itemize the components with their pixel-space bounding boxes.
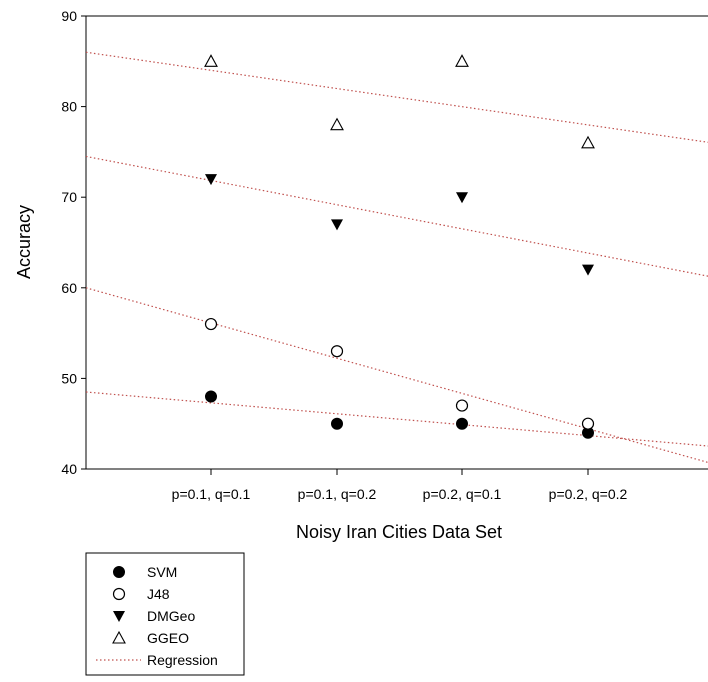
legend-marker-ggeo	[112, 630, 126, 644]
point-svm	[456, 417, 468, 430]
legend-label-svm: SVM	[147, 564, 177, 580]
y-tick-label: 90	[61, 8, 77, 24]
y-axis: 40 50 60 70 80 90	[61, 8, 86, 477]
legend-label-regression: Regression	[147, 652, 218, 668]
y-tick-label: 60	[61, 280, 77, 296]
point-ggeo	[330, 117, 344, 131]
y-tick-label: 50	[61, 370, 77, 386]
y-tick-label: 80	[61, 99, 77, 115]
point-svm	[331, 417, 343, 430]
regression-line-dmgeo	[85, 155, 708, 277]
point-dmgeo	[582, 264, 594, 276]
y-axis-title: Accuracy	[14, 205, 34, 279]
y-tick-label: 70	[61, 189, 77, 205]
legend-items: SVM J48 DMGeo GGEO Regression	[96, 564, 218, 668]
regression-line-ggeo	[85, 51, 708, 143]
point-svm	[205, 390, 217, 403]
legend-label-j48: J48	[147, 586, 170, 602]
plot-area	[85, 15, 708, 470]
legend-marker-svm	[113, 566, 125, 578]
point-j48	[581, 417, 595, 430]
legend-label-ggeo: GGEO	[147, 630, 189, 646]
point-dmgeo	[456, 192, 468, 204]
point-ggeo	[581, 135, 595, 149]
point-ggeo	[455, 54, 469, 67]
point-j48	[204, 317, 218, 331]
x-tick-label: p=0.1, q=0.2	[298, 486, 377, 502]
legend-label-dmgeo: DMGeo	[147, 608, 195, 624]
x-tick-label: p=0.2, q=0.2	[549, 486, 628, 502]
x-axis-title: Noisy Iran Cities Data Set	[296, 522, 502, 542]
point-j48	[330, 345, 344, 358]
x-axis: p=0.1, q=0.1 p=0.1, q=0.2 p=0.2, q=0.1 p=0.…	[172, 469, 628, 502]
legend-marker-j48	[112, 587, 126, 601]
legend-marker-dmgeo	[113, 611, 125, 622]
data-points	[204, 54, 595, 439]
legend-box	[85, 552, 245, 676]
point-dmgeo	[331, 219, 343, 231]
point-ggeo	[204, 54, 218, 67]
point-j48	[455, 399, 469, 412]
point-dmgeo	[205, 174, 217, 186]
regression-line-svm	[85, 391, 708, 447]
legend: SVM J48 DMGeo GGEO Regression	[85, 552, 245, 676]
y-tick-label: 40	[61, 461, 77, 477]
x-tick-label: p=0.2, q=0.1	[423, 486, 502, 502]
x-tick-label: p=0.1, q=0.1	[172, 486, 251, 502]
regression-line-j48	[85, 287, 708, 464]
regression-lines	[85, 51, 708, 464]
